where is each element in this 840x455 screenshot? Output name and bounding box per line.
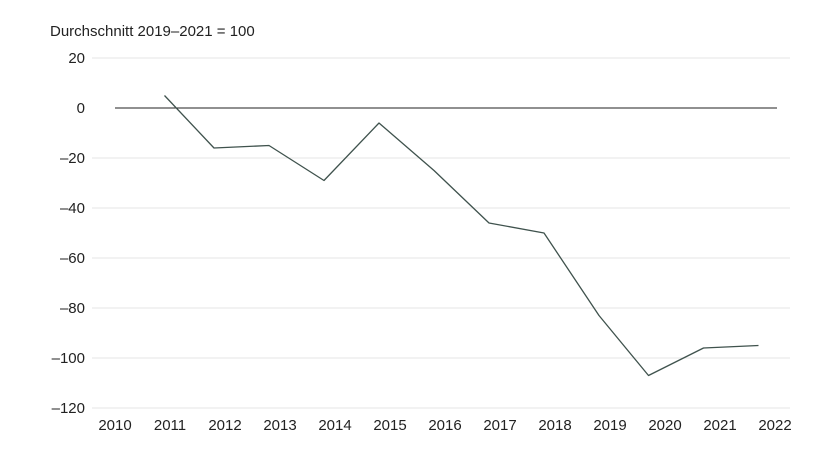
x-tick-label: 2012 — [208, 417, 241, 434]
x-tick-label: 2010 — [98, 417, 131, 434]
x-tick-label: 2013 — [263, 417, 296, 434]
y-tick-label: –100 — [52, 350, 85, 367]
grid-lines — [92, 57, 790, 409]
x-tick-label: 2017 — [483, 417, 516, 434]
x-tick-label: 2021 — [703, 417, 736, 434]
x-tick-label: 2022 — [758, 417, 791, 434]
unit-label: Durchschnitt 2019–2021 = 100 — [50, 23, 255, 40]
series-group — [164, 95, 759, 377]
x-tick-label: 2014 — [318, 417, 351, 434]
y-tick-label: –60 — [60, 250, 85, 267]
x-axis-ticks: 2010 2011 2012 2013 2014 2015 2016 2017 2018 2019… — [98, 417, 791, 434]
y-tick-label: –120 — [52, 400, 85, 417]
y-tick-label: –80 — [60, 300, 85, 317]
x-tick-label: 2019 — [593, 417, 626, 434]
x-tick-label: 2018 — [538, 417, 571, 434]
y-tick-label: –40 — [60, 200, 85, 217]
x-tick-label: 2016 — [428, 417, 461, 434]
y-tick-label: 20 — [68, 50, 85, 67]
y-tick-label: –20 — [60, 150, 85, 167]
y-axis-ticks: 20 0 –20 –40 –60 –80 –100 –120 — [52, 50, 85, 417]
x-tick-label: 2011 — [154, 417, 186, 434]
x-tick-label: 2020 — [648, 417, 681, 434]
x-tick-label: 2015 — [373, 417, 406, 434]
y-tick-label: 0 — [77, 100, 85, 117]
series-line — [164, 95, 759, 377]
